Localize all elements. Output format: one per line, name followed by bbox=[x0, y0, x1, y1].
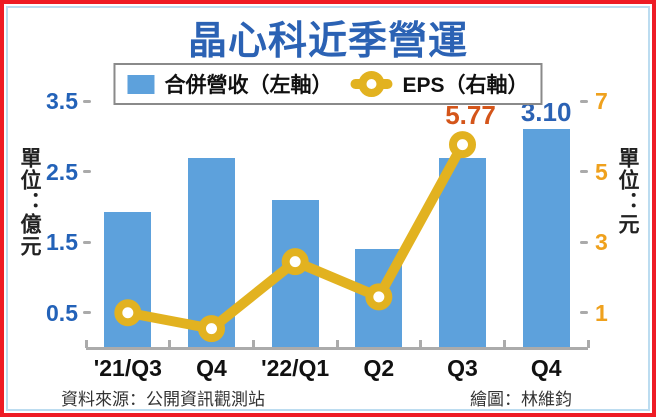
right-axis-tick-mark bbox=[580, 170, 588, 174]
x-axis-tick bbox=[251, 340, 255, 348]
left-axis-unit-label: 單位：億元 bbox=[18, 147, 41, 257]
source-note: 資料來源：公開資訊觀測站 bbox=[61, 390, 265, 409]
left-axis-tick-mark bbox=[83, 99, 91, 103]
right-axis-tick-label: 5 bbox=[595, 158, 608, 185]
eps-marker-donut-icon bbox=[358, 71, 385, 97]
revenue-bar bbox=[355, 249, 403, 348]
right-axis-tick-label: 7 bbox=[595, 88, 608, 115]
x-axis-label: Q2 bbox=[363, 355, 395, 381]
x-axis-label: Q3 bbox=[447, 355, 478, 381]
eps-legend-marker-icon bbox=[350, 71, 393, 97]
right-axis-tick-mark bbox=[580, 240, 588, 244]
x-axis-tick bbox=[168, 340, 172, 348]
left-axis-tick-label: 2.5 bbox=[46, 158, 78, 185]
right-axis-tick-mark bbox=[580, 99, 588, 103]
right-axis-unit-label: 單位：元 bbox=[616, 147, 639, 235]
legend: 合併營收（左軸） EPS（右軸） bbox=[113, 63, 543, 105]
revenue-bar bbox=[439, 157, 486, 348]
left-axis-tick-mark bbox=[83, 311, 91, 315]
revenue-legend-swatch bbox=[127, 74, 155, 94]
x-axis-line bbox=[86, 347, 588, 350]
x-axis-tick bbox=[335, 340, 339, 348]
x-axis-label: Q4 bbox=[530, 355, 562, 381]
left-axis-tick-mark bbox=[83, 240, 91, 244]
chart-title: 晶心科近季營運 bbox=[187, 20, 468, 63]
x-axis-label: Q4 bbox=[196, 355, 227, 381]
revenue-bar bbox=[522, 129, 570, 348]
revenue-bar bbox=[104, 211, 152, 348]
right-axis-tick-label: 1 bbox=[595, 299, 608, 326]
revenue-bar bbox=[188, 157, 235, 348]
left-axis-tick-label: 3.5 bbox=[46, 88, 78, 115]
left-axis-tick-label: 1.5 bbox=[46, 229, 78, 256]
x-axis-tick bbox=[502, 340, 506, 348]
revenue-legend-label: 合併營收（左軸） bbox=[164, 74, 333, 97]
data-label: 5.77 bbox=[445, 99, 496, 130]
right-axis-tick-label: 3 bbox=[595, 229, 608, 256]
credit-note: 繪圖：林維鈞 bbox=[470, 390, 572, 409]
revenue-bar bbox=[271, 199, 319, 348]
x-axis-tick bbox=[419, 340, 423, 348]
right-axis-tick-mark bbox=[580, 311, 588, 315]
eps-point-marker bbox=[449, 131, 476, 159]
x-axis-label: '22/Q1 bbox=[261, 355, 330, 381]
left-axis-tick-mark bbox=[83, 170, 91, 174]
x-axis-label: '21/Q3 bbox=[93, 355, 162, 381]
eps-legend-label: EPS（右軸） bbox=[402, 74, 529, 97]
x-axis-tick bbox=[586, 340, 590, 348]
left-axis-tick-label: 0.5 bbox=[46, 299, 78, 326]
x-axis-tick bbox=[84, 340, 88, 348]
